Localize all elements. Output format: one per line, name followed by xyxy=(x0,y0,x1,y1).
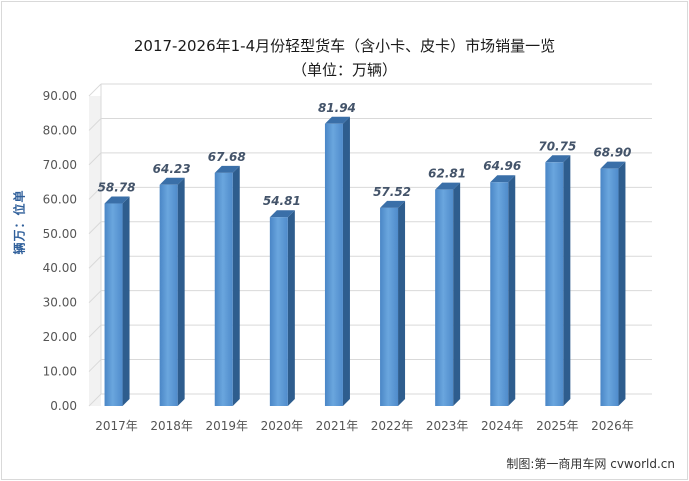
y-tick-label: 60.00 xyxy=(43,192,77,206)
chart-back-wall xyxy=(89,96,101,406)
value-label: 64.96 xyxy=(483,159,521,173)
y-tick-label: 0.00 xyxy=(50,399,77,413)
bar-side xyxy=(177,177,185,406)
bar-top xyxy=(324,116,350,124)
x-tick-label: 2021年 xyxy=(316,419,359,433)
bar-side xyxy=(453,182,461,406)
x-tick-label: 2018年 xyxy=(150,419,193,433)
gridline-slant xyxy=(88,221,102,235)
bar-side xyxy=(122,196,130,406)
gridline-slant xyxy=(88,118,102,131)
gridline-slant xyxy=(88,393,102,407)
x-tick-label: 2024年 xyxy=(481,419,524,433)
source-credit: 制图:第一商用车网 cvworld.cn xyxy=(506,457,675,471)
bar-top xyxy=(269,210,295,218)
bar xyxy=(490,182,509,406)
bar-side xyxy=(563,155,571,406)
bar xyxy=(545,162,564,406)
value-label: 64.23 xyxy=(153,162,191,176)
x-tick-label: 2025年 xyxy=(536,419,579,433)
bar xyxy=(380,207,399,406)
bar xyxy=(324,123,343,407)
y-tick-label: 30.00 xyxy=(43,296,77,310)
bar-top xyxy=(490,175,516,183)
value-label: 57.52 xyxy=(373,185,411,199)
x-tick-label: 2026年 xyxy=(591,419,634,433)
gridline-slant xyxy=(88,186,102,200)
bar xyxy=(435,189,454,406)
value-label: 58.78 xyxy=(98,181,136,195)
gridline-slant xyxy=(88,83,102,97)
y-tick-label: 70.00 xyxy=(43,158,77,172)
value-label: 62.81 xyxy=(428,167,466,181)
bar xyxy=(600,168,619,406)
y-tick-label: 20.00 xyxy=(43,330,77,344)
bar-side xyxy=(287,210,295,406)
bar xyxy=(159,184,178,406)
value-label: 81.94 xyxy=(318,101,356,115)
value-label: 68.90 xyxy=(593,146,631,160)
bar-top xyxy=(159,177,185,185)
y-tick-labels: 0.00 10.00 20.00 30.00 40.00 50.00 60.00 70.00 8… xyxy=(43,89,77,413)
gridline-slant xyxy=(88,152,102,166)
bar xyxy=(214,172,233,406)
gridline-slant xyxy=(88,324,102,338)
bar-top xyxy=(600,161,626,169)
bar xyxy=(104,203,123,406)
chart-subtitle: （单位：万辆） xyxy=(291,61,397,79)
x-tick-labels: 2017年 2018年 2019年 2020年 2021年 2022年 2023年 2024年… xyxy=(95,419,633,433)
value-labels: 58.78 64.23 67.68 54.81 81.94 57.52 62.81 64.96… xyxy=(98,101,632,208)
bar-side xyxy=(508,175,516,406)
bar-side xyxy=(342,116,350,407)
y-tick-label: 40.00 xyxy=(43,261,77,275)
bar-top xyxy=(104,196,130,204)
x-tick-label: 2022年 xyxy=(371,419,414,433)
bar-side xyxy=(232,165,240,406)
bar-top xyxy=(214,165,240,173)
y-tick-label: 90.00 xyxy=(43,89,77,103)
value-label: 54.81 xyxy=(263,194,301,208)
bar xyxy=(269,217,288,406)
y-tick-label: 80.00 xyxy=(43,123,77,137)
value-label: 70.75 xyxy=(538,139,576,153)
bar-side xyxy=(618,161,626,406)
bar-top xyxy=(380,200,406,208)
gridline-slant xyxy=(88,290,102,304)
bar-top xyxy=(545,155,571,163)
bar-top xyxy=(435,182,461,190)
x-tick-label: 2017年 xyxy=(95,419,138,433)
gridline-slant xyxy=(88,255,102,269)
gridline-slant xyxy=(88,359,102,372)
x-tick-label: 2023年 xyxy=(426,419,469,433)
bar-side xyxy=(398,200,406,406)
y-tick-label: 50.00 xyxy=(43,227,77,241)
x-tick-label: 2019年 xyxy=(205,419,248,433)
chart-title: 2017-2026年1-4月份轻型货车（含小卡、皮卡）市场销量一览 xyxy=(133,37,556,55)
y-tick-label: 10.00 xyxy=(43,365,77,379)
value-label: 67.68 xyxy=(208,150,246,164)
x-tick-label: 2020年 xyxy=(261,419,304,433)
bars xyxy=(104,116,626,407)
